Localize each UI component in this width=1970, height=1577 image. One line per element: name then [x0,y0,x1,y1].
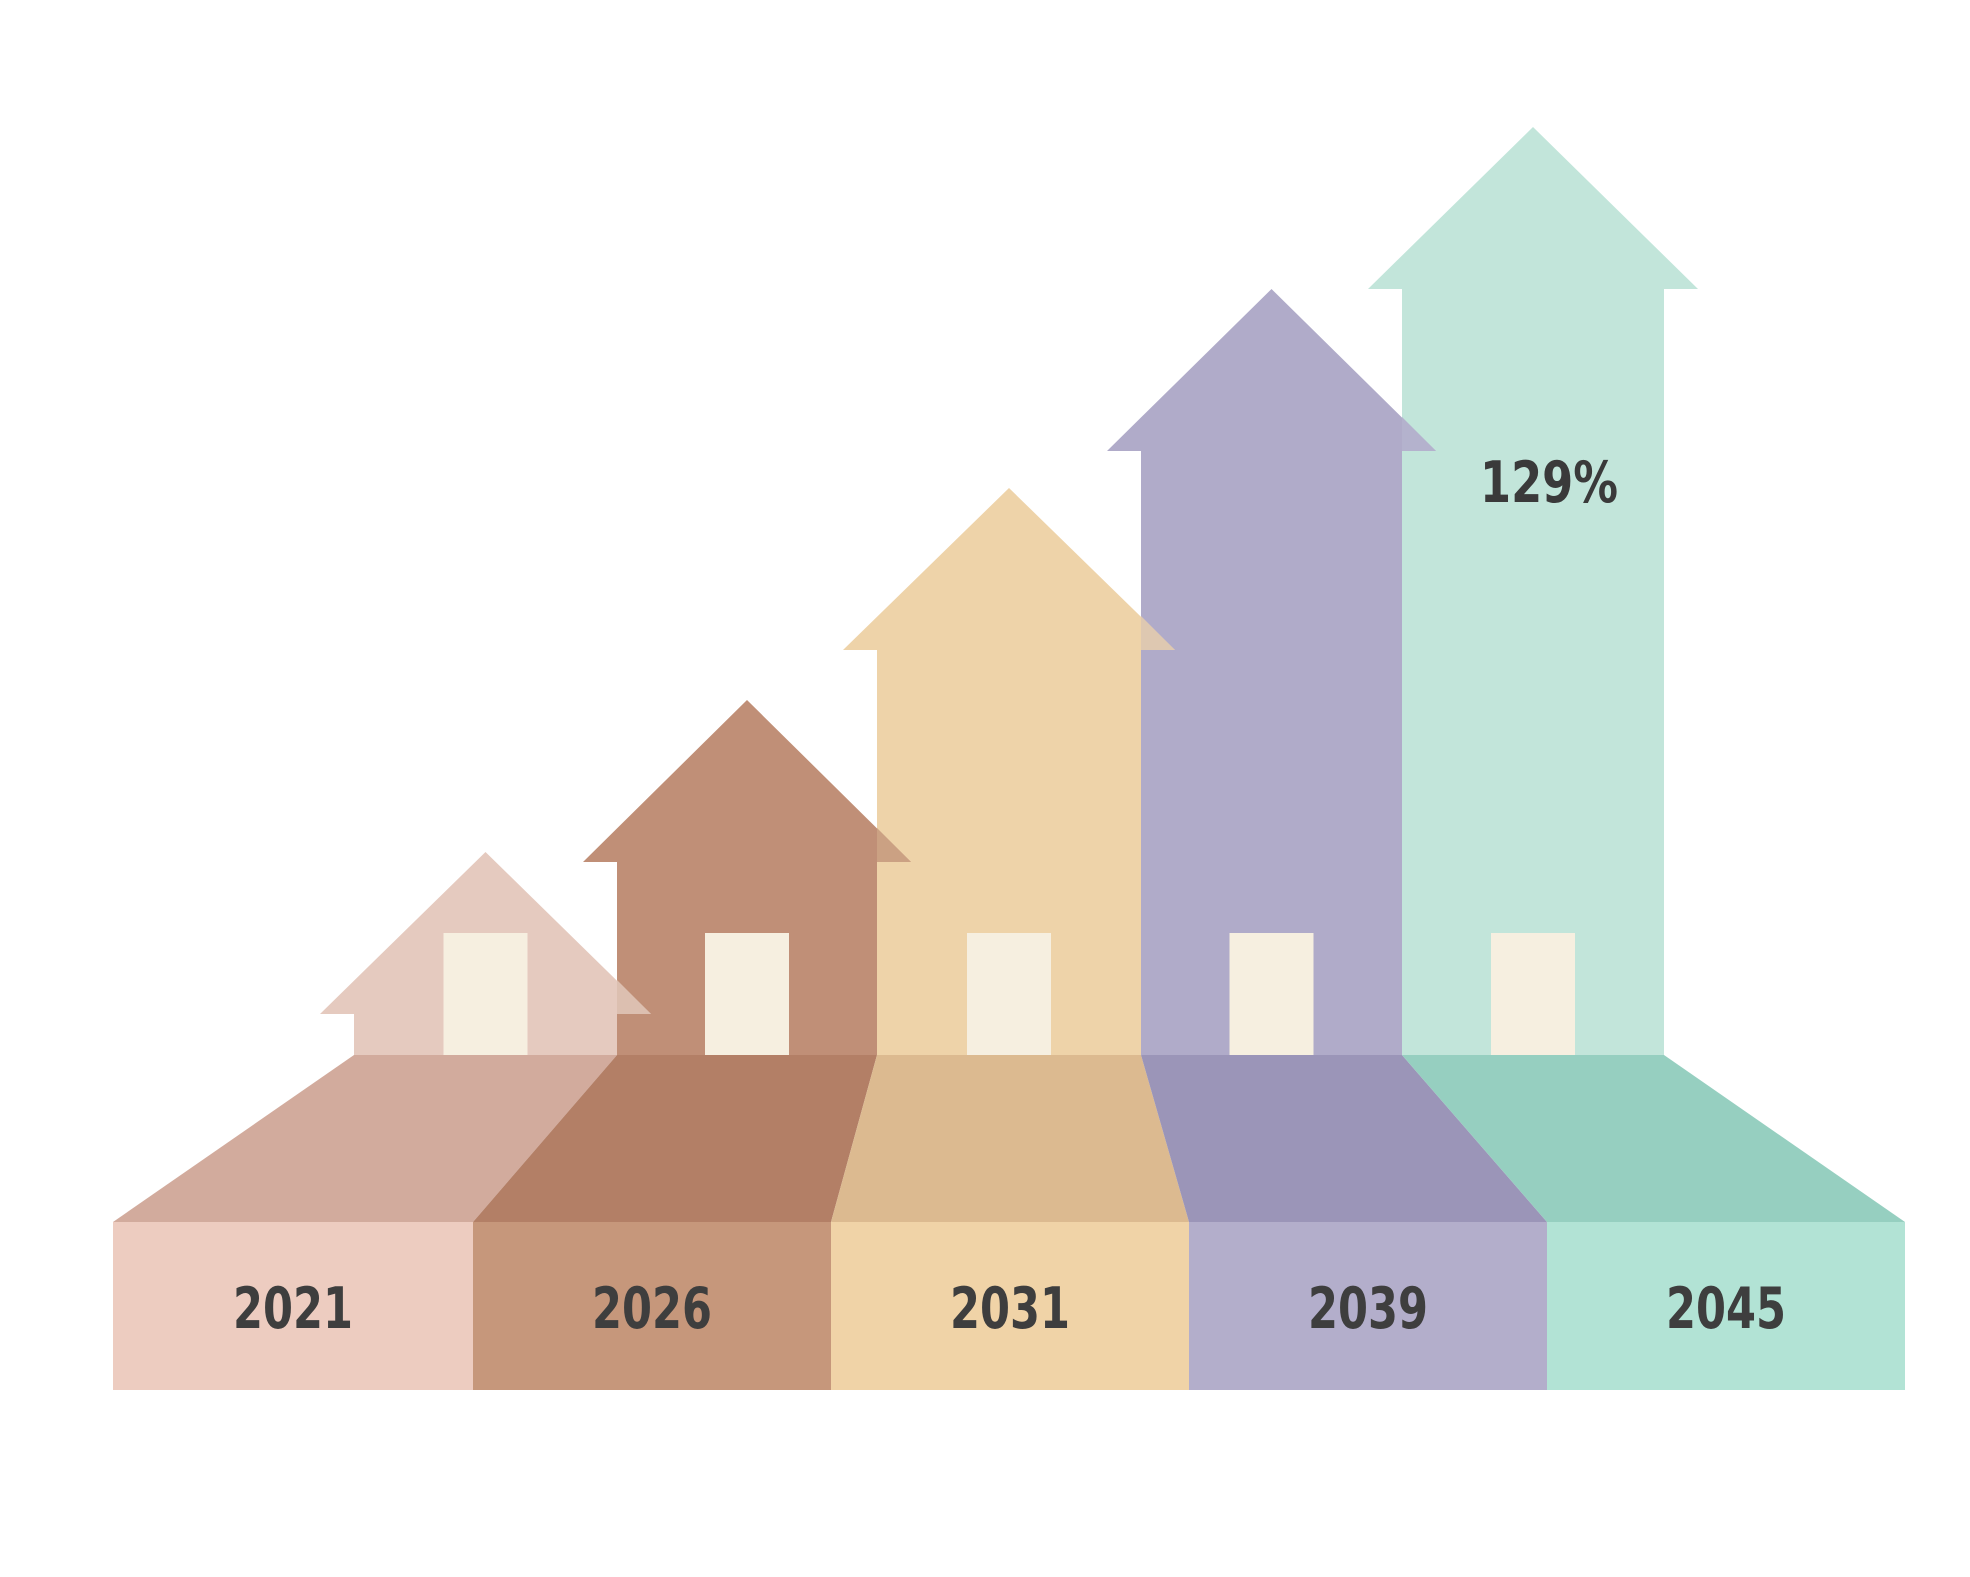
doors-group [443,933,1575,1055]
floor-front-2039 [1189,1222,1547,1390]
floor-top-2026 [473,1055,877,1222]
year-labels-group: 2021 2026 2031 2039 2045 [233,1276,1786,1342]
floor-top-2045 [1402,1055,1905,1222]
house-arrows-group [320,127,1698,1055]
year-label-2026: 2026 [592,1276,712,1342]
overlap-shade-2021 [617,980,651,1014]
overlap-shade-2026 [877,828,911,862]
house-arrow-2039 [1107,289,1436,1055]
floor-top-2031 [831,1055,1189,1222]
floor-front-2026 [473,1222,831,1390]
overlap-shade-2031 [1141,616,1175,650]
floor-front-2045 [1547,1222,1905,1390]
floor-top-2039 [1141,1055,1547,1222]
overlap-shading-group [617,417,1436,1014]
house-arrow-2031 [843,488,1175,1055]
year-label-2021: 2021 [233,1276,353,1342]
door-2026 [705,933,789,1055]
door-2031 [967,933,1051,1055]
house-arrow-2045 [1368,127,1698,1055]
door-2045 [1491,933,1575,1055]
year-label-2031: 2031 [950,1276,1070,1342]
floor-front-2021 [113,1222,473,1390]
house-arrow-2026 [583,700,911,1055]
floor-front-2031 [831,1222,1189,1390]
door-2021 [443,933,528,1055]
year-label-2045: 2045 [1666,1276,1786,1342]
year-label-2039: 2039 [1308,1276,1428,1342]
platform-floors-group [113,1055,1905,1390]
overlap-shade-2039 [1402,417,1436,451]
door-2039 [1229,933,1314,1055]
growth-annotation: 129% [1480,450,1618,516]
floor-top-2021 [113,1055,617,1222]
